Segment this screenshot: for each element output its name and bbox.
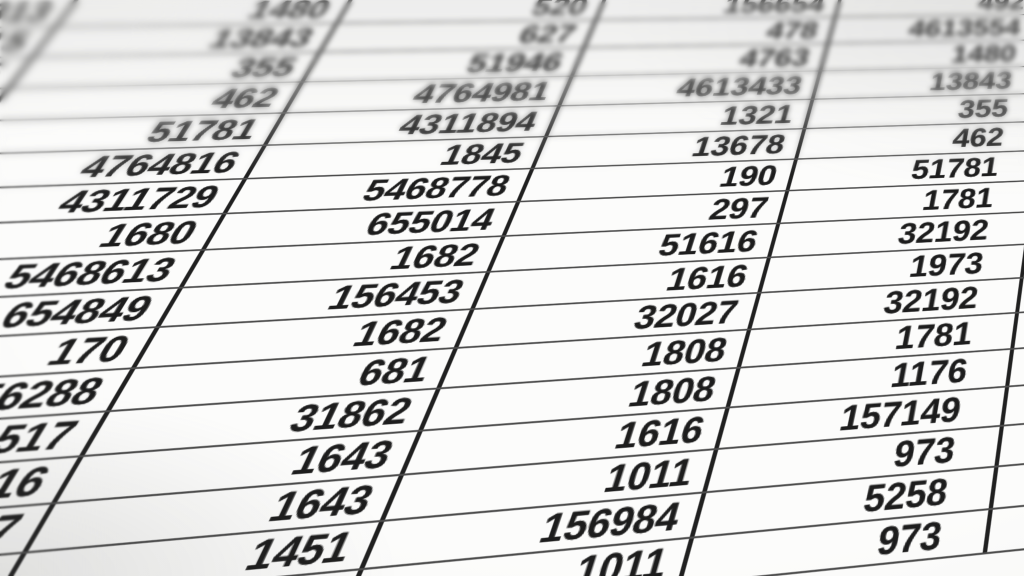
cell-value: 1516 [0, 458, 60, 514]
cell-value: 1680 [92, 214, 206, 255]
cell-value: 4613554 [906, 14, 1023, 42]
cell-value: 13843 [202, 23, 321, 54]
cell-value: 5135 [0, 57, 15, 91]
table-cell: 13843 [814, 66, 1024, 99]
cell-value: 1808 [637, 331, 732, 375]
cell-value: 627 [513, 20, 581, 49]
cell-value: 1682 [384, 237, 486, 277]
cell-value: 1643 [284, 432, 401, 484]
table-cell: 478 [586, 17, 837, 47]
cell-value: 1480 [949, 40, 1019, 68]
cell-value: 51946 [461, 48, 569, 79]
cell-value: 654849 [0, 289, 161, 337]
cell-value: 51616 [654, 224, 763, 263]
cell-value: 997 [0, 505, 31, 562]
cell-value: 31862 [282, 390, 419, 441]
cell-value: 462 [203, 82, 285, 115]
table-cell: 13843 [35, 23, 339, 57]
cell-value: 4764981 [407, 76, 556, 110]
cell-value: 355 [955, 94, 1010, 124]
cell-value: 32192 [895, 214, 992, 251]
cell-value: 297 [704, 191, 772, 227]
cell-value: 170 [38, 328, 137, 374]
cell-value: 5468778 [356, 169, 516, 208]
cell-value: 478 [762, 17, 821, 45]
cell-value: 973 [873, 513, 945, 565]
cell-value: 1973 [907, 246, 987, 284]
table-cell: 156654 [597, 0, 844, 20]
cell-value: 1781 [920, 182, 997, 217]
cell-value: 1808 [624, 369, 721, 415]
cell-value: 1517 [0, 413, 87, 466]
cell-value: 15 [0, 27, 38, 58]
cell-value: 1616 [662, 258, 753, 298]
cell-value: 1321 [717, 99, 798, 131]
cell-value: 492 [975, 0, 1024, 15]
cell-value: 4613433 [672, 71, 806, 103]
table-cell: 492 [837, 0, 1024, 17]
table-cell: 1480 [822, 40, 1024, 71]
cell-value: 520 [526, 0, 593, 21]
cell-value: 1781 [892, 315, 976, 357]
cell-value: 1616 [610, 409, 710, 458]
cell-value: 156453 [321, 273, 471, 318]
table-cell: 627 [322, 20, 598, 52]
table-cell: 520 [339, 0, 609, 23]
table-cell: 4613554 [829, 14, 1024, 43]
cell-value: 13843 [927, 67, 1015, 96]
cell-value: 655014 [359, 202, 501, 243]
cell-value: 4311894 [393, 106, 543, 141]
cell-value: 4763 [736, 44, 814, 73]
cell-value: 156654 [720, 0, 829, 19]
cell-value: 681 [350, 349, 437, 395]
cell-value: 462 [949, 122, 1006, 154]
cell-value: 1451 [238, 523, 361, 576]
cell-value: 313 [0, 0, 61, 28]
cell-value: 32027 [629, 294, 743, 337]
cell-value: 1682 [347, 310, 454, 355]
cell-value: 32192 [881, 280, 981, 321]
cell-value: 51781 [908, 152, 1001, 186]
cell-value: 1480 [242, 0, 337, 25]
cell-value: 1845 [435, 137, 530, 172]
cell-value: 4311729 [49, 179, 227, 221]
cell-value: 190 [715, 160, 781, 194]
cell-value: 4764816 [72, 146, 247, 185]
table-cell: 1480 [58, 0, 355, 27]
cell-value: 1643 [262, 476, 382, 531]
cell-value: 51781 [139, 113, 266, 149]
cell-value: 13678 [688, 129, 790, 163]
cell-value: 1176 [887, 352, 970, 396]
cell-value: 355 [223, 52, 303, 84]
cell-value: 5258 [860, 471, 952, 521]
table-cell: 4763 [574, 44, 830, 76]
cell-value: 1011 [598, 451, 698, 502]
cell-value: 973 [889, 429, 958, 476]
